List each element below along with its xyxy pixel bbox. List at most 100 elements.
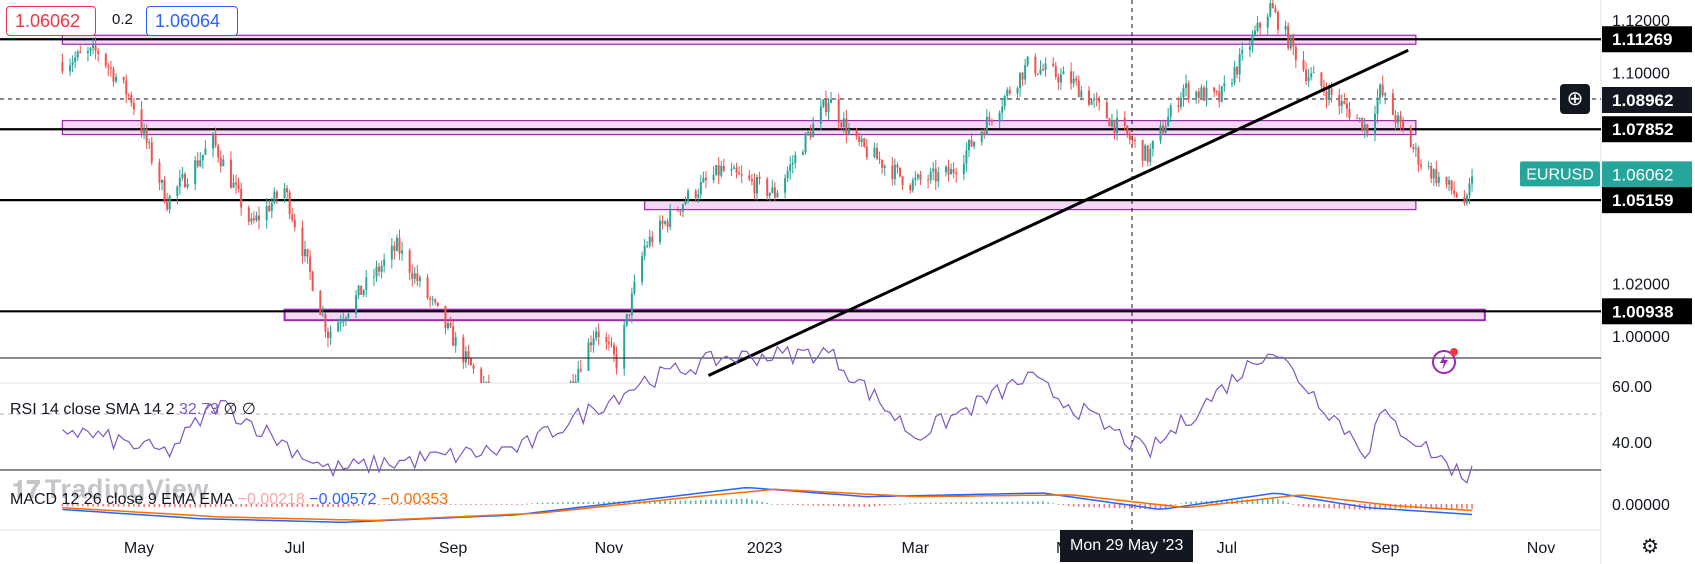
- macd-histogram-bar: [664, 500, 666, 504]
- macd-histogram-bar: [1450, 504, 1453, 509]
- candle-body: [625, 314, 628, 325]
- candle-body: [967, 139, 970, 151]
- macd-histogram-bar: [1471, 504, 1473, 509]
- rsi-legend[interactable]: RSI 14 close SMA 14 2 32.73 ∅ ∅: [10, 399, 256, 419]
- candle-body: [773, 187, 776, 198]
- macd-histogram-bar: [888, 504, 891, 506]
- macd-histogram-bar: [827, 504, 830, 506]
- candle-body: [699, 181, 702, 195]
- time-axis-tick: Nov: [1527, 540, 1555, 557]
- macd-histogram-bar: [168, 504, 171, 508]
- candle-body: [1167, 116, 1170, 127]
- candle-body: [733, 167, 736, 169]
- candle-body: [1113, 119, 1116, 133]
- candle-body: [702, 177, 705, 182]
- macd-histogram-bar: [648, 501, 651, 504]
- candle-body: [1432, 169, 1435, 179]
- macd-pane[interactable]: [61, 487, 1473, 523]
- tradingview-watermark: 𝟏𝟕 TradingView: [12, 474, 209, 505]
- candle-body: [607, 341, 610, 344]
- macd-histogram-bar: [812, 504, 814, 506]
- macd-histogram-bar: [347, 504, 350, 507]
- add-plus-icon[interactable]: ⊕: [1560, 84, 1590, 114]
- candle-body: [1419, 164, 1422, 167]
- macd-histogram-bar: [311, 504, 314, 507]
- candle-body: [1036, 73, 1039, 75]
- candle-body: [104, 53, 107, 66]
- candle-body: [168, 195, 171, 210]
- macd-histogram-bar: [1123, 504, 1126, 509]
- macd-histogram-bar: [1389, 504, 1392, 509]
- candle-body: [214, 133, 217, 146]
- symbol-tag-background: [1520, 161, 1600, 187]
- candle-body: [661, 220, 664, 224]
- rsi-pane[interactable]: [0, 345, 1601, 484]
- candle-body: [827, 103, 830, 113]
- macd-histogram-bar: [1251, 499, 1254, 504]
- macd-histogram-bar: [240, 504, 242, 507]
- candle-body: [916, 174, 919, 178]
- candle-body: [337, 322, 340, 332]
- time-axis-tick: Nov: [595, 540, 623, 557]
- rsi-legend-extra1: ∅: [223, 401, 238, 418]
- candle-body: [919, 174, 922, 180]
- price-pane[interactable]: [0, 0, 1601, 451]
- candle-body: [1455, 193, 1458, 198]
- candle-body: [1363, 124, 1366, 131]
- candle-body: [326, 331, 329, 339]
- macd-legend[interactable]: MACD 12 26 close 9 EMA EMA −0.00218 −0.0…: [10, 491, 448, 509]
- candle-body: [1090, 100, 1093, 105]
- candle-body: [730, 168, 733, 171]
- candle-body: [380, 265, 383, 272]
- candle-body: [965, 150, 968, 164]
- macd-histogram-bar: [214, 504, 217, 507]
- candle-body: [712, 174, 715, 181]
- symbol-tag: EURUSD: [1526, 166, 1594, 183]
- macd-histogram-bar: [669, 500, 671, 504]
- candle-body: [1185, 83, 1188, 89]
- candle-body: [1274, 8, 1277, 12]
- candle-body: [160, 180, 163, 183]
- candle-body: [784, 178, 787, 193]
- candle-body: [944, 166, 947, 173]
- flash-lightning-icon[interactable]: [1430, 346, 1460, 376]
- candle-body: [1435, 169, 1438, 183]
- macd-histogram-bar: [173, 504, 176, 508]
- candle-body: [771, 187, 774, 193]
- macd-histogram-bar: [1379, 504, 1381, 510]
- macd-histogram-bar: [1323, 504, 1325, 508]
- price-level-tag: 1.05159: [1612, 191, 1673, 210]
- candle-body: [1059, 74, 1062, 83]
- candle-body: [962, 163, 965, 175]
- macd-histogram-bar: [112, 504, 115, 507]
- candle-body: [592, 338, 595, 346]
- settings-gear-icon[interactable]: ⚙: [1641, 536, 1659, 558]
- price-axis[interactable]: 1.12000 1.10000 1.02000 1.00000 60.00 40.00 0.…: [1612, 13, 1670, 514]
- macd-histogram-bar: [791, 504, 794, 505]
- macd-histogram-bar: [97, 504, 99, 507]
- candle-body: [398, 237, 401, 254]
- macd-histogram-bar: [1175, 504, 1177, 505]
- candle-body: [998, 112, 1001, 122]
- candle-body: [911, 179, 914, 191]
- buy-price-button[interactable]: 1.06064: [146, 6, 238, 36]
- macd-histogram-bar: [766, 502, 769, 504]
- sell-price-button[interactable]: 1.06062: [6, 6, 96, 36]
- macd-histogram-bar: [143, 504, 145, 507]
- candle-body: [1177, 105, 1180, 107]
- candle-body: [1223, 83, 1226, 87]
- rsi-legend-value: 32.73: [178, 401, 220, 418]
- candle-body: [873, 147, 876, 158]
- candle-body: [804, 133, 807, 153]
- candle-body: [929, 171, 932, 181]
- candle-body: [1123, 117, 1126, 126]
- candle-body: [605, 336, 608, 342]
- macd-histogram-bar: [899, 504, 901, 505]
- macd-histogram-bar: [608, 501, 610, 504]
- support-resistance-zone: [644, 199, 1417, 211]
- macd-histogram-bar: [66, 504, 69, 507]
- macd-histogram-bar: [1032, 501, 1034, 504]
- macd-histogram-bar: [107, 504, 110, 507]
- macd-histogram-bar: [843, 504, 845, 507]
